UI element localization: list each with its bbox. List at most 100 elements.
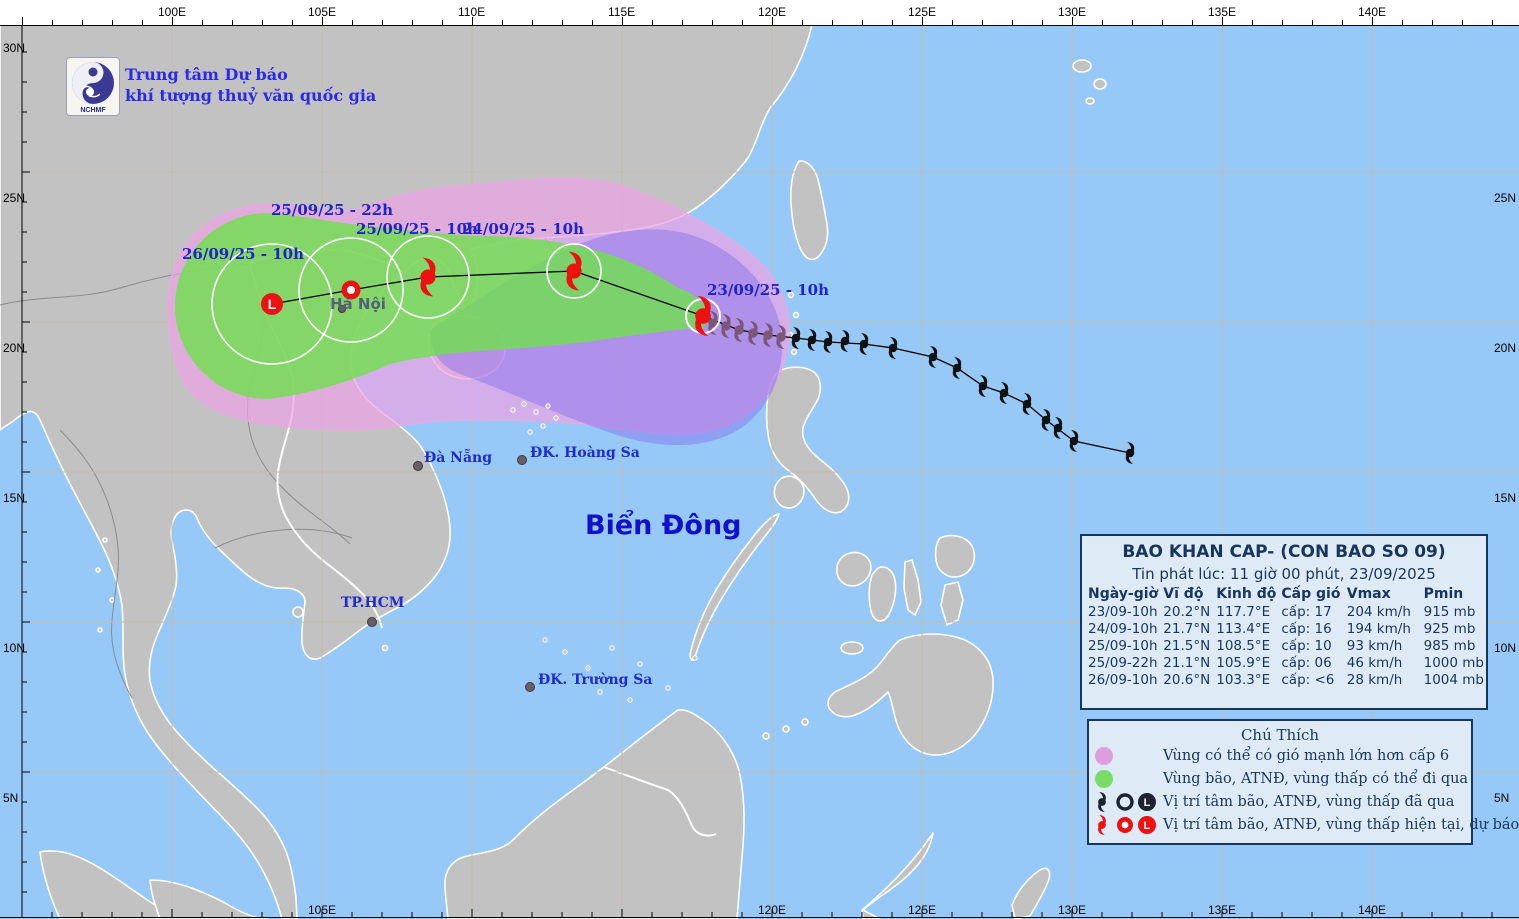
- top-axis-label: 110E: [458, 5, 486, 19]
- land-taiwan: [789, 160, 829, 261]
- top-tick: [1252, 20, 1253, 25]
- top-tick: [352, 20, 353, 25]
- storm-table-cell: 108.5°E: [1216, 637, 1271, 654]
- storm-table-header: Vĩ độ: [1163, 586, 1204, 602]
- legend-item: L Vị trí tâm bão, ATNĐ, vùng thấp hiện tạ…: [1089, 813, 1519, 836]
- storm-table-cell: 915 mb: [1423, 603, 1476, 620]
- top-tick: [262, 20, 263, 25]
- sea-name-label: Biển Đông: [585, 510, 742, 541]
- nchmf-logo: NCHMF: [66, 57, 120, 116]
- org-name-line2: khí tượng thuỷ văn quốc gia: [125, 86, 377, 105]
- top-tick: [862, 20, 863, 25]
- city-dot: [367, 617, 377, 627]
- left-axis-label: 20N: [3, 341, 26, 355]
- org-name: Trung tâm Dự báo khí tượng thuỷ văn quốc…: [125, 64, 376, 106]
- storm-table-header: Ngày-giờ: [1088, 586, 1159, 602]
- right-axis-label: 15N: [1494, 491, 1517, 505]
- top-tick: [1222, 17, 1223, 25]
- storm-table-cell: 105.9°E: [1216, 654, 1271, 671]
- map-canvas: L: [0, 25, 1519, 919]
- top-tick: [202, 20, 203, 25]
- storm-title: BAO KHAN CAP- (CON BAO SO 09): [1122, 542, 1446, 562]
- storm-table-cell: 985 mb: [1423, 637, 1476, 654]
- org-name-line1: Trung tâm Dự báo: [125, 65, 288, 84]
- bottom-axis-label: 140E: [1358, 903, 1387, 917]
- current-markers-icon: L: [1089, 814, 1163, 836]
- left-axis-label: 25N: [3, 191, 26, 205]
- storm-table-cell: 21.1°N: [1163, 654, 1211, 671]
- storm-table-cell: 925 mb: [1423, 620, 1476, 637]
- top-tick: [592, 20, 593, 25]
- storm-table-cell: 93 km/h: [1346, 637, 1403, 654]
- storm-table-cell: 20.6°N: [1163, 671, 1211, 688]
- top-tick: [1162, 20, 1163, 25]
- storm-table-cell: 46 km/h: [1346, 654, 1403, 671]
- bottom-axis-label: 125E: [908, 903, 937, 917]
- bottom-axis-label: 130E: [1058, 903, 1087, 917]
- forecast-time-label: 25/09/25 - 10h: [355, 220, 479, 238]
- top-axis-label: 125E: [908, 5, 937, 19]
- storm-table-cell: 1000 mb: [1423, 654, 1484, 671]
- bottom-axis-label: 105E: [308, 903, 337, 917]
- storm-table-cell: cấp: <6: [1281, 671, 1335, 688]
- city-label-hanoi: Hà Nội: [330, 295, 386, 313]
- top-tick: [562, 20, 563, 25]
- top-tick: [442, 20, 443, 25]
- top-axis-label: 130E: [1058, 5, 1087, 19]
- top-tick: [172, 17, 173, 25]
- legend-item-text: Vùng có thể có gió mạnh lớn hơn cấp 6: [1163, 747, 1450, 764]
- forecast-time-label: 24/09/25 - 10h: [461, 220, 585, 238]
- legend-item-text: Vị trí tâm bão, ATNĐ, vùng thấp hiện tại…: [1163, 816, 1519, 833]
- top-tick: [1372, 17, 1373, 25]
- islets: [510, 401, 698, 703]
- left-axis-label: 15N: [3, 491, 26, 505]
- storm-table-row: 26/09-10h 20.6°N 103.3°E cấp: <6 28 km/h 1004…: [1088, 671, 1484, 688]
- top-axis-label: 140E: [1358, 5, 1387, 19]
- storm-table-cell: 24/09-10h: [1088, 620, 1158, 637]
- top-tick: [412, 20, 413, 25]
- storm-table-cell: 117.7°E: [1216, 603, 1271, 620]
- storm-table-cell: 26/09-10h: [1088, 671, 1158, 688]
- top-axis: 100E 105E 110E 115E 120E 125E 130E 135E 140E: [0, 0, 1519, 26]
- top-tick: [292, 20, 293, 25]
- legend-item: L Vị trí tâm bão, ATNĐ, vùng thấp đã qua: [1089, 790, 1471, 813]
- city-dot-hanoi: [338, 305, 346, 313]
- top-tick: [22, 17, 23, 25]
- legend-item: Vùng bão, ATNĐ, vùng thấp có thể đi qua: [1089, 767, 1471, 790]
- top-tick: [1192, 20, 1193, 25]
- forecast-time-label: 26/09/25 - 10h: [181, 245, 305, 263]
- top-tick: [532, 20, 533, 25]
- uncertainty-circle: [546, 243, 602, 299]
- top-tick: [232, 20, 233, 25]
- axis-ticks: [21, 51, 1493, 917]
- storm-info-box: BAO KHAN CAP- (CON BAO SO 09) Tin phát l…: [1080, 534, 1488, 710]
- top-axis-label: 135E: [1208, 5, 1237, 19]
- storm-table-cell: 194 km/h: [1346, 620, 1411, 637]
- right-axis-label: 20N: [1494, 341, 1517, 355]
- storm-table-header: Pmin: [1423, 586, 1464, 602]
- storm-table-cell: 21.7°N: [1163, 620, 1211, 637]
- land-luzon: [765, 366, 850, 514]
- forecast-time-label: 23/09/25 - 10h: [706, 281, 830, 299]
- remnant-L-text: L: [268, 296, 277, 312]
- uncertainty-circle: [298, 237, 404, 343]
- storm-track-layer: L: [211, 235, 1135, 464]
- bottom-axis-label: 135E: [1208, 903, 1237, 917]
- top-tick: [1492, 20, 1493, 25]
- bottom-axis-label: 120E: [758, 903, 787, 917]
- nchmf-logo-text: NCHMF: [80, 107, 106, 114]
- top-tick: [742, 20, 743, 25]
- storm-table-row: 25/09-22h 21.1°N 105.9°E cấp: 06 46 km/h 1000…: [1088, 654, 1484, 671]
- top-tick: [1042, 20, 1043, 25]
- storm-table-header: Kinh độ: [1216, 586, 1277, 602]
- storm-table-cell: 21.5°N: [1163, 637, 1211, 654]
- storm-table-cell: cấp: 06: [1281, 654, 1332, 671]
- city-dot: [525, 682, 535, 692]
- storm-table-cell: 25/09-22h: [1088, 654, 1158, 671]
- top-axis-label: 100E: [158, 5, 187, 19]
- forecast-time-label: 25/09/25 - 22h: [270, 201, 394, 219]
- svg-text:L: L: [1144, 797, 1151, 809]
- storm-table-cell: 1004 mb: [1423, 671, 1484, 688]
- city-label: ĐK. Hoàng Sa: [530, 445, 640, 461]
- top-tick: [82, 20, 83, 25]
